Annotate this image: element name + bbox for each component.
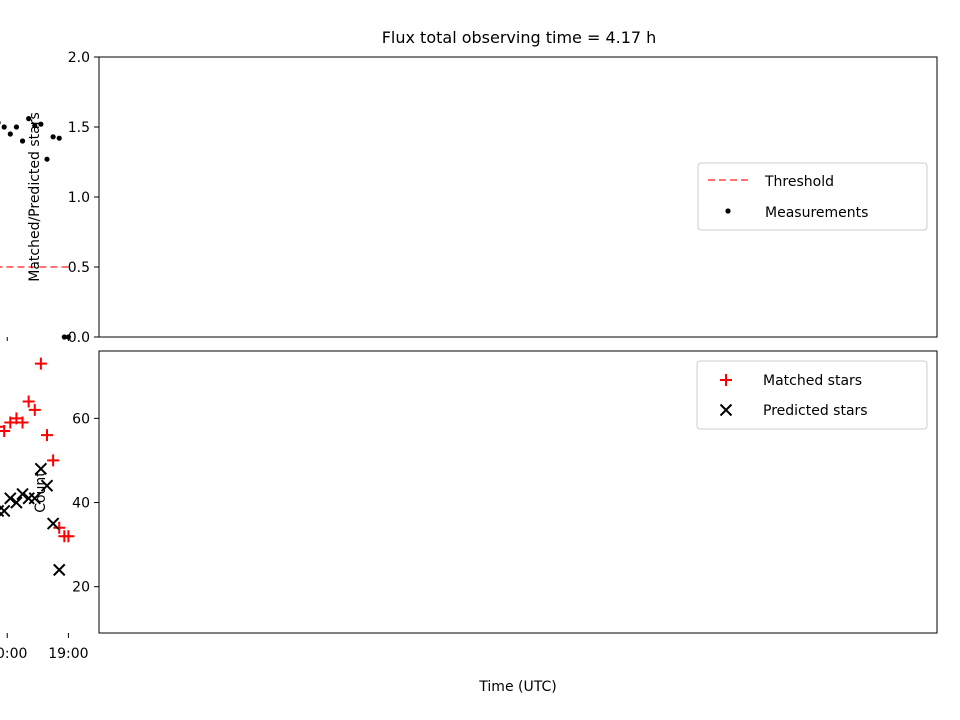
legend-predicted-swatch	[719, 403, 733, 417]
bottom-panel: 20406019:0020:0021:0022:0023:0000:0001:0…	[0, 350, 938, 695]
top-panel: 0.0 0.5 1.0 1.5 2.0 Matched/Predicted stars Th…	[0, 50, 938, 346]
predicted-star-point	[46, 517, 60, 530]
measurement-point	[38, 121, 44, 127]
bottom-axes-frame	[98, 350, 938, 634]
predicted-star-point	[0, 504, 5, 518]
predicted-star-point	[10, 496, 23, 509]
matched-star-point	[34, 357, 47, 370]
legend-bottom	[696, 360, 928, 430]
y-tick-label: 1.0	[68, 190, 90, 206]
matched-star-point	[0, 425, 5, 428]
legend-top	[697, 162, 928, 231]
measurement-point	[61, 334, 67, 340]
legend-measurements-swatch	[725, 208, 731, 214]
matched-star-point	[0, 424, 11, 437]
legend-threshold-label: Threshold	[764, 174, 834, 190]
measurement-point	[13, 124, 20, 130]
y-tick-label: 40	[72, 496, 90, 512]
matched-star-point	[28, 403, 41, 416]
predicted-star-point	[53, 563, 66, 577]
measurement-point	[19, 138, 26, 144]
x-axis-label: Time (UTC)	[478, 679, 556, 695]
measurement-point	[7, 131, 13, 137]
y-axis-label: Matched/Predicted stars	[27, 112, 43, 282]
predicted-star-point	[40, 479, 54, 492]
measurement-point	[32, 123, 38, 129]
predicted-star-point	[16, 487, 29, 501]
matched-star-point	[16, 416, 29, 429]
x-tick-label: 19:00	[48, 646, 88, 662]
measurement-point	[44, 156, 50, 162]
legend-measurements-label: Measurements	[765, 205, 868, 221]
chart-title: Flux total observing time = 4.17 h	[382, 28, 657, 47]
measurement-point	[26, 116, 32, 122]
legend-predicted-label: Predicted stars	[763, 403, 868, 419]
legend-matched-swatch	[720, 374, 732, 386]
matched-star-point	[4, 416, 17, 429]
matched-star-point	[41, 429, 54, 442]
measurement-point	[56, 135, 62, 141]
measurement-point	[50, 134, 56, 140]
matched-star-point	[47, 454, 60, 467]
matched-star-point	[53, 521, 66, 534]
predicted-star-point	[34, 462, 48, 476]
predicted-star-point	[4, 492, 17, 505]
y-tick-label: 0.0	[68, 330, 90, 346]
measurement-point	[0, 121, 1, 125]
y-axis-label: Count	[33, 471, 49, 513]
matched-star-point	[10, 412, 23, 425]
matched-star-point	[58, 530, 71, 543]
y-tick-label: 0.5	[68, 260, 90, 276]
y-tick-label: 1.5	[68, 120, 90, 136]
y-tick-label: 2.0	[68, 50, 90, 66]
x-tick-label: 20:00	[0, 646, 27, 662]
y-tick-label: 60	[72, 411, 90, 427]
matched-star-point	[22, 395, 35, 408]
predicted-star-point	[22, 492, 35, 505]
y-tick-label: 20	[72, 580, 90, 596]
measurement-point	[1, 124, 7, 130]
legend-matched-label: Matched stars	[763, 373, 862, 389]
